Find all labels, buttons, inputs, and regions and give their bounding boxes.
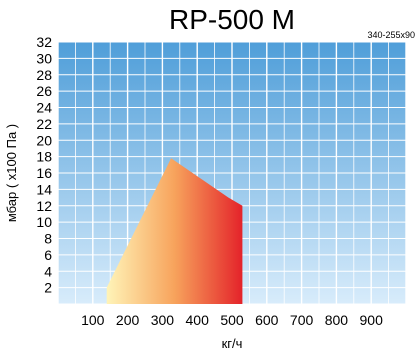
x-axis-label: кг/ч xyxy=(222,336,243,351)
x-tick-label: 300 xyxy=(151,312,175,328)
x-tick-label: 100 xyxy=(81,312,105,328)
operating-area xyxy=(106,158,243,304)
y-axis-label: мбар ( x100 Па ) xyxy=(4,124,19,222)
y-tick-label: 8 xyxy=(44,231,52,247)
y-tick-label: 12 xyxy=(36,198,52,214)
y-tick-label: 18 xyxy=(36,149,52,165)
x-tick-label: 800 xyxy=(325,312,349,328)
y-tick-label: 26 xyxy=(36,83,52,99)
x-tick-label: 700 xyxy=(290,312,314,328)
y-tick-label: 16 xyxy=(36,165,52,181)
y-tick-label: 24 xyxy=(36,100,52,116)
y-tick-label: 4 xyxy=(44,263,52,279)
x-tick-label: 200 xyxy=(116,312,140,328)
x-tick-label: 600 xyxy=(255,312,279,328)
y-tick-label: 14 xyxy=(36,181,52,197)
y-tick-label: 28 xyxy=(36,67,52,83)
y-tick-label: 20 xyxy=(36,132,52,148)
chart-subtitle: 340-255x90 xyxy=(367,30,415,40)
y-tick-label: 6 xyxy=(44,247,52,263)
x-tick-label: 400 xyxy=(186,312,210,328)
x-axis-ticks: 100 200 300 400 500 600 700 800 900 xyxy=(81,312,383,328)
y-tick-label: 10 xyxy=(36,214,52,230)
y-tick-label: 2 xyxy=(44,280,52,296)
chart-title: RP-500 M xyxy=(169,4,295,35)
y-tick-label: 32 xyxy=(36,34,52,50)
x-tick-label: 500 xyxy=(220,312,244,328)
y-tick-label: 22 xyxy=(36,116,52,132)
y-tick-label: 30 xyxy=(36,50,52,66)
x-tick-label: 900 xyxy=(360,312,384,328)
